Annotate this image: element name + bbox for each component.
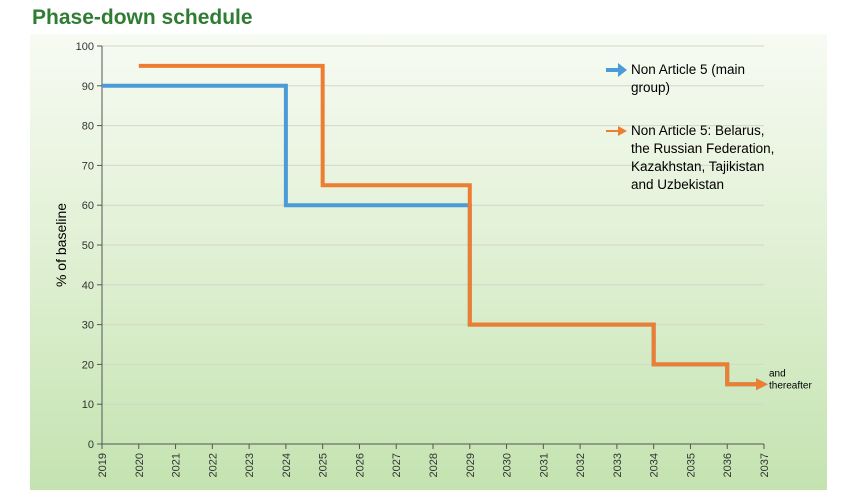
y-tick-label: 20 [82,359,94,371]
y-tick-label: 100 [76,41,94,53]
legend-label: and Uzbekistan [631,177,724,192]
y-tick-label: 10 [82,399,94,411]
legend-label: Non Article 5 (main [631,62,745,77]
y-tick-label: 40 [82,280,94,292]
y-tick-label: 90 [82,81,94,93]
annotation-text: and [769,368,786,379]
gridlines [102,45,764,405]
legend: Non Article 5 (main group) Non Article 5: … [606,62,774,192]
x-tick-label: 2028 [428,453,440,477]
y-tick-label: 80 [82,121,94,133]
x-tick-label: 2026 [354,453,366,477]
axes [97,45,765,449]
x-tick-label: 2024 [281,453,293,477]
x-tick-label: 2027 [391,453,403,477]
legend-label: Non Article 5: Belarus, [631,123,765,138]
y-tick-label: 0 [88,439,94,451]
x-tick-label: 2022 [207,453,219,477]
x-tick-label: 2029 [465,453,477,477]
y-axis-label: % of baseline [53,203,69,287]
x-tick-label: 2020 [134,453,146,477]
series-end-arrow-2 [756,378,768,391]
x-tick-label: 2030 [502,453,514,477]
legend-label: group) [631,80,670,95]
x-tick-label: 2037 [759,453,771,477]
x-tick-label: 2034 [649,453,661,477]
x-tick-label: 2021 [171,453,183,477]
legend-arrow-2 [618,126,627,136]
x-tick-label: 2036 [722,453,734,477]
x-tick-label: 2031 [538,453,550,477]
x-tick-label: 2025 [318,453,330,477]
x-tick-label: 2033 [612,453,624,477]
y-tick-label: 50 [82,240,94,252]
legend-label: the Russian Federation, [631,141,774,156]
y-tick-label: 70 [82,160,94,172]
x-tick-label: 2035 [685,453,697,477]
x-tick-label: 2032 [575,453,587,477]
page-title: Phase-down schedule [32,6,253,29]
chart-background [30,34,827,490]
y-tick-label: 30 [82,320,94,332]
annotation-text: thereafter [769,380,812,391]
x-tick-label: 2023 [244,453,256,477]
series-line-2 [138,63,764,387]
x-tick-label: 2019 [97,453,109,477]
series-lines [102,63,768,391]
y-tick-label: 60 [82,200,94,212]
legend-arrow-1 [618,63,627,77]
legend-label: Kazakhstan, Tajikistan [631,159,764,174]
